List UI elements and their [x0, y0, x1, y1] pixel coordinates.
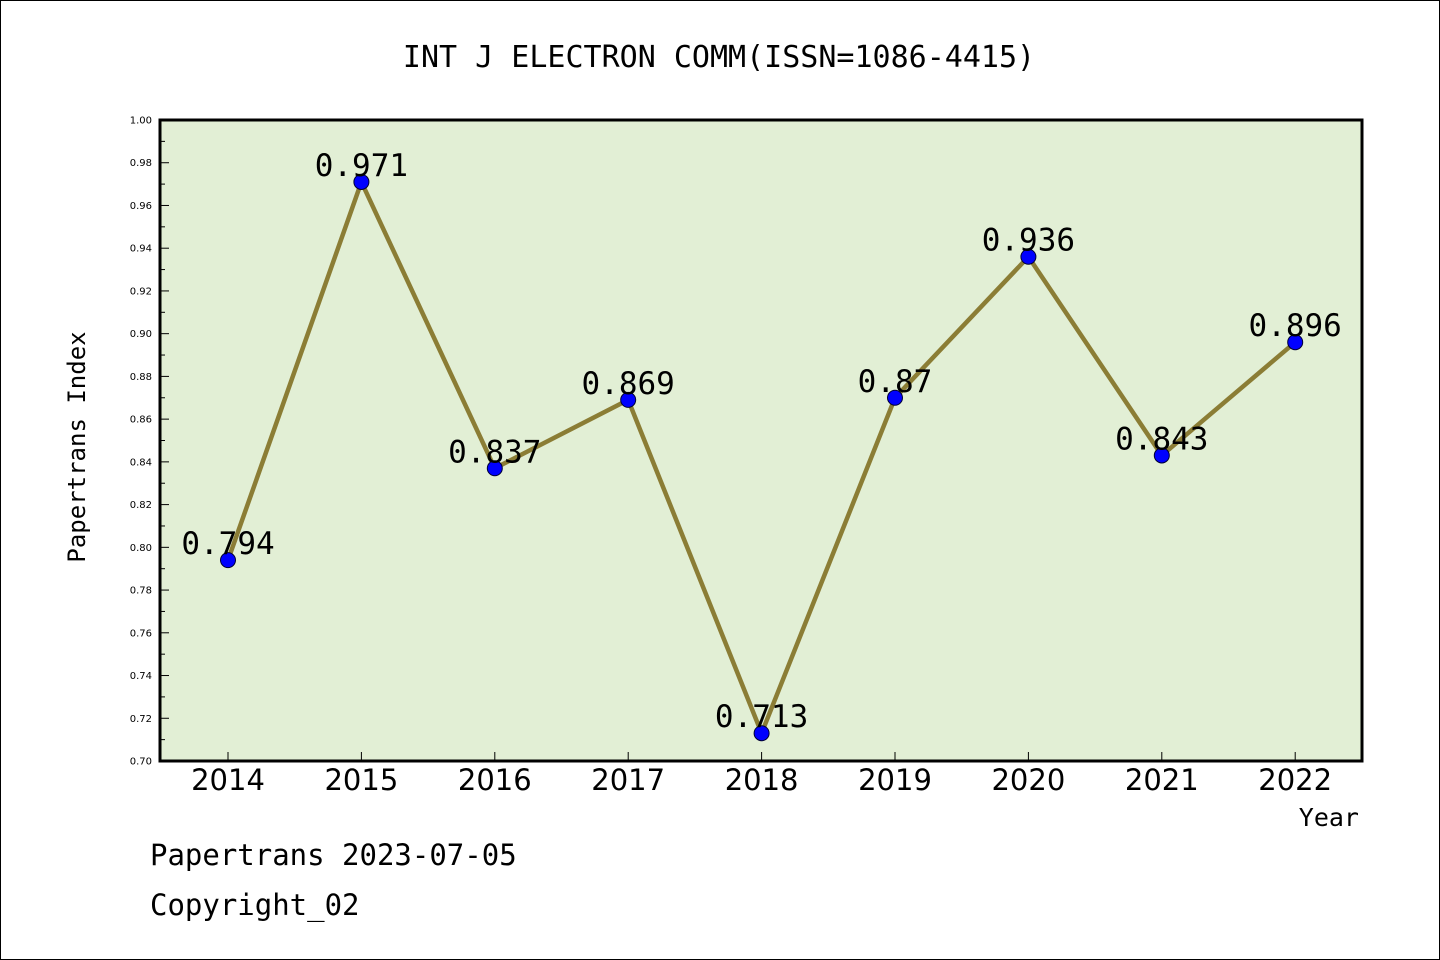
- y-tick-label: 0.94: [130, 244, 152, 255]
- x-tick-label: 2020: [991, 763, 1065, 797]
- x-axis-label: Year: [1299, 803, 1359, 832]
- plot-area: [158, 118, 1364, 763]
- y-tick-label: 0.92: [130, 286, 152, 297]
- y-tick-label: 0.78: [130, 586, 152, 597]
- x-tick-label: 2017: [591, 763, 665, 797]
- data-label: 0.971: [315, 148, 408, 184]
- y-axis: 0.70 0.72 0.74 0.76 0.78 0.80 0.82 0.84 0.86 0.88…: [130, 116, 169, 768]
- y-tick-label: 0.88: [130, 372, 152, 383]
- y-axis-label: Papertrans Index: [63, 331, 91, 562]
- y-tick-label: 0.96: [130, 201, 152, 212]
- x-axis: 2014 2015 2016 2017 2018 2019 2020 2021 2022: [191, 752, 1332, 797]
- y-tick-label: 0.80: [130, 543, 152, 554]
- data-point: [353, 173, 370, 190]
- x-tick-label: 2014: [191, 763, 265, 797]
- chart-title: INT J ELECTRON COMM(ISSN=1086-4415): [403, 40, 1035, 75]
- x-tick-label: 2016: [458, 763, 532, 797]
- footer-copyright: Copyright_02: [150, 888, 360, 923]
- data-label: 0.837: [448, 434, 541, 470]
- data-point: [1020, 248, 1037, 265]
- data-point: [220, 552, 236, 569]
- data-point: [486, 460, 503, 477]
- y-tick-label: 0.90: [130, 329, 152, 340]
- data-label: 0.87: [858, 364, 933, 400]
- data-point: [620, 391, 637, 408]
- series-line-group: [220, 173, 1304, 742]
- data-point: [1153, 447, 1170, 464]
- y-tick-label: 0.72: [130, 714, 152, 725]
- y-tick-label: 0.74: [130, 671, 152, 682]
- data-point: [753, 725, 770, 742]
- data-point: [887, 389, 903, 406]
- data-point: [1287, 334, 1304, 351]
- x-tick-label: 2022: [1258, 763, 1332, 797]
- y-tick-label: 0.82: [130, 500, 152, 511]
- data-label: 0.936: [982, 223, 1075, 259]
- footer-date: Papertrans 2023-07-05: [150, 838, 517, 872]
- data-label: 0.843: [1115, 421, 1208, 457]
- x-tick-label: 2021: [1125, 763, 1199, 797]
- x-tick-label: 2018: [725, 763, 799, 797]
- y-tick-label: 0.84: [130, 457, 152, 468]
- y-tick-label: 1.00: [130, 116, 152, 127]
- data-label: 0.713: [715, 699, 808, 735]
- y-tick-label: 0.70: [130, 757, 152, 768]
- x-tick-label: 2015: [324, 763, 398, 797]
- data-label: 0.896: [1249, 308, 1342, 344]
- y-tick-label: 0.98: [130, 158, 152, 169]
- data-label: 0.794: [181, 526, 274, 562]
- y-tick-label: 0.76: [130, 628, 152, 639]
- data-label: 0.869: [582, 366, 675, 402]
- data-label-group: 0.794 0.971 0.837 0.869 0.713 0.87 0.936 0.843 0…: [181, 148, 1342, 735]
- x-tick-label: 2019: [858, 763, 932, 797]
- y-tick-label: 0.86: [130, 415, 152, 426]
